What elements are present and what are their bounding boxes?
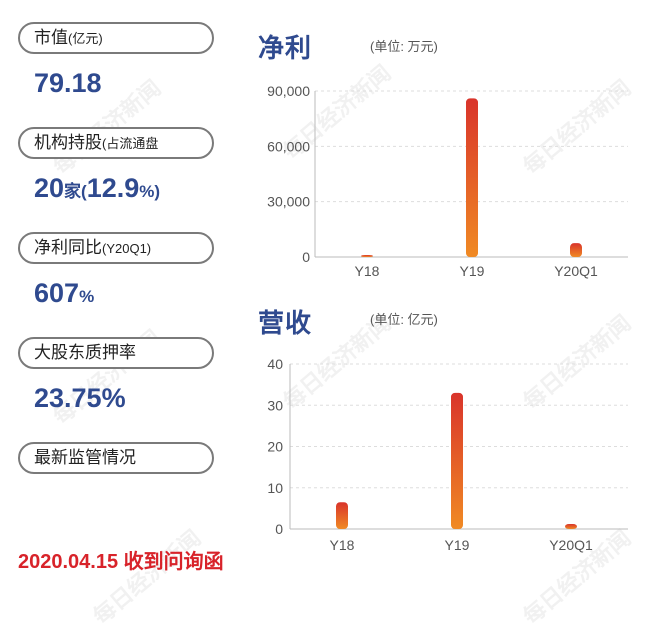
- metric-value-institution: 20家(12.9%): [34, 173, 160, 204]
- net-profit-bar: [466, 98, 478, 257]
- institution-count: 20: [34, 173, 65, 203]
- metric-label-sub: (占流通盘: [102, 136, 159, 151]
- net-profit-ytick-label: 30,000: [267, 194, 310, 210]
- revenue-bar: [451, 392, 463, 529]
- revenue-bar: [565, 524, 577, 529]
- profit-yoy-percent: %: [79, 287, 95, 306]
- revenue-category-label: Y19: [445, 537, 470, 553]
- metric-label: 净利同比: [34, 238, 102, 257]
- institution-unit: 家: [64, 182, 82, 201]
- metric-value-pledge: 23.75%: [34, 383, 126, 413]
- net-profit-category-label: Y20Q1: [554, 263, 598, 279]
- metric-label: 最新监管情况: [34, 448, 136, 467]
- chart-title-net-profit: 净利: [258, 33, 313, 63]
- net-profit-category-label: Y19: [460, 263, 485, 279]
- revenue-category-label: Y18: [330, 537, 355, 553]
- regulation-notice[interactable]: 2020.04.15 收到问询函: [18, 551, 224, 573]
- metric-label: 市值: [34, 28, 68, 47]
- metric-label-sub: (亿元): [68, 31, 103, 46]
- metric-pill-market-cap: 市值(亿元): [18, 22, 214, 54]
- metric-pill-pledge: 大股东质押率: [18, 337, 214, 369]
- net-profit-bar: [570, 243, 582, 257]
- revenue-ytick-label: 10: [267, 480, 283, 496]
- revenue-ytick-label: 20: [267, 439, 283, 455]
- metric-pill-regulation[interactable]: 最新监管情况: [18, 442, 214, 474]
- revenue-ytick-label: 30: [267, 397, 283, 413]
- net-profit-ytick-label: 90,000: [267, 83, 310, 99]
- net-profit-category-label: Y18: [355, 263, 380, 279]
- institution-percent: 12.9: [86, 173, 140, 203]
- metric-pill-institution: 机构持股(占流通盘: [18, 127, 214, 159]
- chart-unit-net-profit: (单位: 万元): [370, 39, 438, 54]
- revenue-category-label: Y20Q1: [549, 537, 593, 553]
- revenue-ytick-label: 40: [267, 356, 283, 372]
- metric-label: 大股东质押率: [34, 343, 136, 362]
- net-profit-bar: [361, 255, 373, 257]
- metric-label-sub: (Y20Q1): [102, 241, 152, 256]
- paren-open: (: [81, 182, 87, 201]
- revenue-ytick-label: 0: [275, 521, 283, 537]
- profit-yoy-number: 607: [34, 278, 80, 308]
- metric-value-profit-yoy: 607%: [34, 278, 94, 309]
- metric-pill-profit-yoy: 净利同比(Y20Q1): [18, 232, 214, 264]
- net-profit-ytick-label: 0: [302, 249, 310, 265]
- bar-charts: 0 30,000 60,000 90,000 Y18 Y19 Y20Q1 0 10 20 30 40 Y…: [267, 83, 628, 553]
- percent-paren-close: %): [139, 182, 161, 201]
- metric-value-market-cap: 79.18: [34, 68, 102, 98]
- chart-title-revenue: 营收: [258, 308, 313, 338]
- revenue-bar: [336, 502, 348, 529]
- net-profit-ytick-label: 60,000: [267, 138, 310, 154]
- chart-unit-revenue: (单位: 亿元): [370, 312, 438, 327]
- metric-label: 机构持股: [34, 133, 102, 152]
